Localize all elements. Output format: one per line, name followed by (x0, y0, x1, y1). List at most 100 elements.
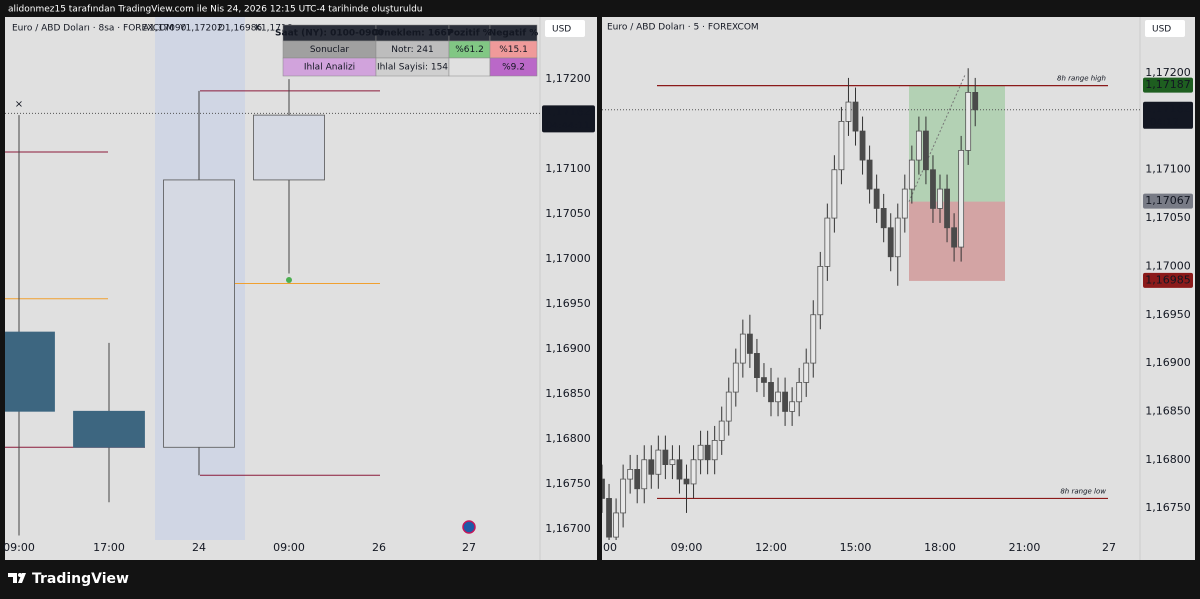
y-tick-label: 1,16700 (545, 522, 591, 535)
table-cell-text: Ihlal Analizi (304, 63, 355, 73)
candle-body (951, 227, 957, 248)
y-tick-label: 1,16800 (1145, 453, 1191, 466)
candle-body (838, 121, 845, 171)
y-tick-label: 1,16900 (1145, 356, 1191, 369)
candle-body (972, 92, 979, 111)
y-tick-label: 1,16850 (1145, 404, 1191, 417)
price-box (1143, 77, 1193, 93)
marker: × (15, 99, 23, 110)
price-label: 1,17187 (1145, 78, 1191, 91)
table-cell-text: %9.2 (502, 63, 525, 73)
brand: TradingView (32, 571, 129, 587)
range-label: 8h range high (1057, 75, 1106, 83)
y-tick-label: 1,16750 (1145, 501, 1191, 514)
y-tick-label: 1,16950 (1145, 308, 1191, 321)
currency: USD (1152, 25, 1171, 35)
price-label: 1,17162 (1145, 102, 1191, 115)
y-tick-label: 1,17050 (1145, 211, 1191, 224)
table-cell-text: Sonuclar (310, 45, 350, 55)
currency: USD (552, 25, 571, 35)
y-tick-label: 1,17050 (545, 207, 591, 220)
candle-body (915, 130, 922, 161)
candle-body (944, 188, 950, 229)
y-tick-label: 1,16950 (545, 297, 591, 310)
range-label: 8h range low (1060, 487, 1106, 495)
candle-body (845, 101, 852, 122)
candle-body (859, 130, 866, 161)
candle-body (739, 333, 746, 364)
price-label: 1,17067 (1145, 194, 1191, 207)
candle-body (824, 217, 831, 267)
y-tick-label: 1,17000 (545, 252, 591, 265)
price-box (1143, 193, 1193, 209)
x-tick-label: 09:00 (3, 541, 35, 554)
candle-body (163, 179, 235, 448)
candle-body (803, 362, 810, 383)
candle-body (690, 459, 697, 485)
y-tick-label: 1,17000 (1145, 259, 1191, 272)
logo: TradingView (8, 571, 129, 587)
candle-body (937, 188, 943, 209)
table-header: Negatif % (489, 29, 539, 39)
y-tick-label: 1,17200 (1145, 66, 1191, 79)
candle-body (602, 478, 605, 499)
candle-body (620, 478, 627, 514)
ohlc-value: D1,16986 (218, 24, 262, 34)
table-cell-text: %15.1 (499, 45, 528, 55)
table-header: Saat (NY): 0100-0900 (275, 29, 384, 39)
candle-body (789, 401, 796, 412)
candle-body (810, 314, 817, 364)
candle-body (775, 391, 781, 403)
candle-body (725, 391, 732, 422)
x-tick-label: 17:00 (93, 541, 125, 554)
candle-body (746, 333, 753, 354)
candle-body (817, 266, 824, 316)
chart-title: Euro / ABD Doları · 8sa · FOREXCOM (12, 24, 174, 34)
chart-title: Euro / ABD Doları · 5 · FOREXCOM (607, 23, 759, 33)
y-tick-label: 1,16900 (545, 342, 591, 355)
table-cell (448, 57, 491, 77)
candle-body (655, 449, 662, 475)
candle-body (923, 130, 929, 171)
x-tick-label: 27 (1102, 541, 1116, 554)
candle-body (634, 469, 641, 490)
countdown: 04:44:11 (546, 120, 591, 131)
x-tick-label: 12:00 (755, 541, 787, 554)
candle-body (711, 440, 718, 461)
candle-body (697, 444, 704, 461)
candle-body (5, 331, 55, 412)
table-cell (489, 57, 538, 77)
candle-body (887, 227, 894, 258)
countdown: 04:12 (1150, 117, 1179, 128)
ohlc-value: Y1,17202 (179, 24, 223, 34)
y-tick-label: 1,16800 (545, 432, 591, 445)
x-tick-label: 09:00 (671, 541, 703, 554)
left-plot: × (5, 17, 540, 540)
candle-body (958, 150, 965, 248)
x-tick-label: 09:00 (273, 541, 305, 554)
candle-body (880, 208, 887, 229)
candle-body (965, 92, 972, 151)
event-icon (462, 520, 476, 534)
candle-body (930, 169, 936, 209)
trade-path (908, 74, 966, 202)
stop-zone (909, 201, 1005, 281)
candle-body (606, 498, 612, 538)
candle-body (662, 449, 669, 465)
right-plot: 8h range high 8h range low (602, 68, 1140, 540)
y-tick-label: 1,16850 (545, 387, 591, 400)
x-tick-label: 00 (603, 541, 617, 554)
left-panel (5, 17, 597, 560)
currency-box (1145, 20, 1185, 37)
x-tick-label: 18:00 (924, 541, 956, 554)
candle-body (866, 159, 873, 190)
table-header: Pozitif % (447, 29, 492, 39)
y-tick-label: 1,16750 (545, 477, 591, 490)
candle-body (768, 382, 774, 403)
y-tick-label: 1,17200 (545, 72, 591, 85)
ohlc-value: A1,17090 (143, 24, 187, 34)
candle-body (641, 459, 648, 490)
candle-body (676, 459, 683, 480)
candle-body (873, 188, 880, 209)
overlay: 09:00 17:00 24 09:00 26 27 1,16700 1,16750 1,168… (3, 20, 1193, 554)
